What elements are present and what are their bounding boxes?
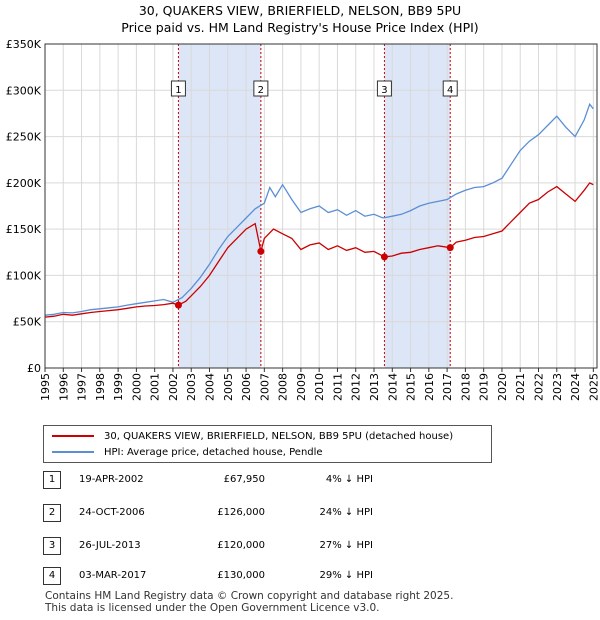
y-tick-label: £0	[27, 362, 41, 375]
y-tick-label: £100K	[6, 269, 42, 282]
sale-marker-label: 2	[258, 85, 264, 96]
legend: 30, QUAKERS VIEW, BRIERFIELD, NELSON, BB…	[43, 425, 492, 463]
sale-marker-box	[170, 80, 186, 97]
sale-price: £120,000	[217, 540, 265, 551]
sale-price: £130,000	[217, 570, 265, 581]
x-tick-label: 2009	[295, 373, 308, 401]
sale-hpi-diff: 4% ↓ HPI	[325, 474, 373, 485]
sale-row: 4 03-MAR-2017 £130,000 29% ↓ HPI	[43, 567, 463, 587]
sale-number-badge: 1	[43, 471, 61, 489]
sale-hpi-diff: 29% ↓ HPI	[319, 570, 373, 581]
sale-date: 26-JUL-2013	[79, 540, 141, 551]
chart-subtitle: Price paid vs. HM Land Registry's House …	[121, 20, 479, 35]
legend-item-property: 30, QUAKERS VIEW, BRIERFIELD, NELSON, BB…	[52, 429, 453, 443]
footer-copyright: Contains HM Land Registry data © Crown c…	[45, 590, 454, 602]
x-tick-label: 2005	[222, 373, 235, 401]
x-tick-label: 2024	[569, 373, 582, 401]
x-tick-label: 1998	[94, 373, 107, 401]
x-tick-label: 2002	[167, 373, 180, 401]
x-tick-label: 2023	[551, 373, 564, 401]
x-tick-label: 2016	[423, 373, 436, 401]
sale-price: £67,950	[223, 474, 265, 485]
x-tick-label: 2019	[478, 373, 491, 401]
y-tick-label: £350K	[6, 38, 42, 51]
sale-marker-label: 3	[381, 85, 387, 96]
sale-hpi-diff: 27% ↓ HPI	[319, 540, 373, 551]
price-chart: £0 £50K £100K £150K £200K £250K £300K £350K 1995…	[6, 38, 600, 401]
sale-marker-box	[442, 80, 458, 97]
shaded-period	[178, 44, 261, 368]
plot-frame	[44, 43, 598, 369]
x-tick-label: 2025	[587, 373, 600, 401]
sale-marker-box	[253, 80, 269, 97]
sale-number-badge: 2	[43, 504, 61, 522]
x-tick-label: 2001	[149, 373, 162, 401]
sale-row: 2 24-OCT-2006 £126,000 24% ↓ HPI	[43, 504, 463, 524]
x-tick-label: 2008	[277, 373, 290, 401]
x-tick-label: 2022	[533, 373, 546, 401]
series-line	[44, 182, 594, 318]
series-line	[44, 102, 594, 316]
y-tick-label: £150K	[6, 223, 42, 236]
sale-point	[446, 244, 454, 252]
y-tick-label: £200K	[6, 177, 42, 190]
x-tick-label: 2018	[459, 373, 472, 401]
x-tick-label: 2010	[313, 373, 326, 401]
x-tick-label: 2011	[331, 373, 344, 401]
sale-marker-box	[376, 80, 392, 97]
legend-label-property: 30, QUAKERS VIEW, BRIERFIELD, NELSON, BB…	[104, 430, 454, 442]
x-tick-label: 1995	[39, 373, 52, 401]
sale-price: £126,000	[217, 507, 265, 518]
x-tick-label: 2015	[405, 373, 418, 401]
shaded-period	[384, 44, 451, 368]
sale-marker-label: 1	[175, 85, 181, 96]
chart-title: 30, QUAKERS VIEW, BRIERFIELD, NELSON, BB…	[138, 3, 462, 18]
x-tick-label: 2004	[204, 373, 217, 401]
footer-licence: This data is licensed under the Open Gov…	[45, 602, 380, 614]
sale-row: 3 26-JUL-2013 £120,000 27% ↓ HPI	[43, 537, 463, 557]
sale-hpi-diff: 24% ↓ HPI	[319, 507, 373, 518]
sale-row: 1 19-APR-2002 £67,950 4% ↓ HPI	[43, 471, 463, 491]
x-tick-label: 1997	[76, 373, 89, 401]
x-tick-label: 2006	[240, 373, 253, 401]
y-tick-label: £300K	[6, 84, 42, 97]
x-tick-label: 2003	[185, 373, 198, 401]
y-tick-label: £50K	[13, 316, 42, 329]
x-tick-label: 2007	[258, 373, 271, 401]
legend-item-hpi: HPI: Average price, detached house, Pend…	[52, 445, 323, 459]
sale-number-badge: 3	[43, 537, 61, 555]
x-tick-label: 1996	[57, 373, 70, 401]
sale-marker-label: 4	[447, 85, 453, 96]
legend-swatch-property	[52, 435, 94, 437]
sale-point	[380, 253, 388, 261]
sale-date: 24-OCT-2006	[79, 507, 145, 518]
sale-date: 03-MAR-2017	[79, 570, 147, 581]
x-tick-label: 1999	[112, 373, 125, 401]
x-tick-label: 2000	[130, 373, 143, 401]
sale-point	[257, 247, 265, 255]
x-tick-label: 2013	[368, 373, 381, 401]
sale-number-badge: 4	[43, 567, 61, 585]
x-tick-label: 2014	[386, 373, 399, 401]
sale-date: 19-APR-2002	[79, 474, 144, 485]
x-tick-label: 2012	[350, 373, 363, 401]
x-tick-label: 2021	[514, 373, 527, 401]
y-tick-label: £250K	[6, 131, 42, 144]
x-tick-label: 2020	[496, 373, 509, 401]
legend-swatch-hpi	[52, 451, 94, 453]
footer: Contains HM Land Registry data © Crown c…	[45, 590, 453, 614]
x-tick-label: 2017	[441, 373, 454, 401]
legend-label-hpi: HPI: Average price, detached house, Pend…	[104, 446, 323, 458]
sale-point	[174, 301, 182, 309]
